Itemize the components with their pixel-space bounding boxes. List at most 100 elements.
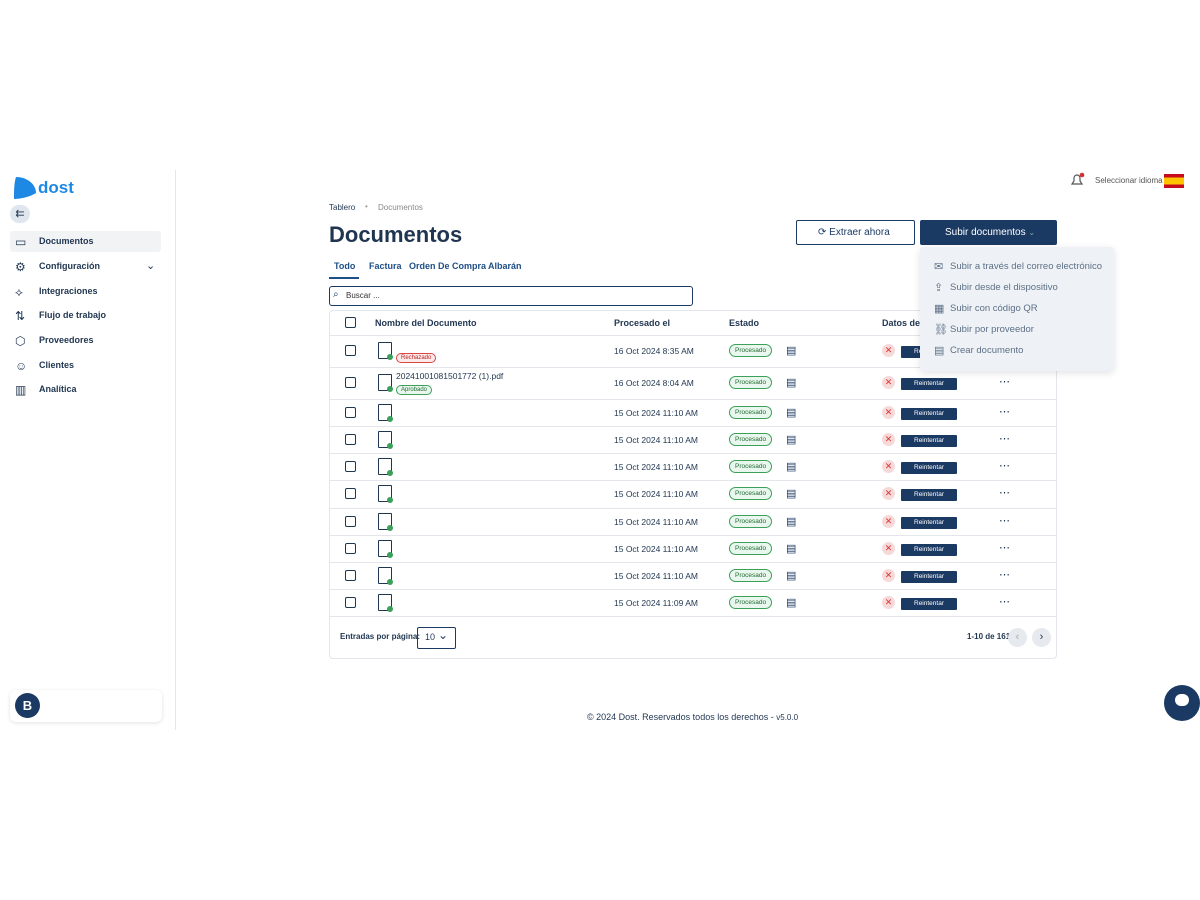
extract-text[interactable]: Extraer ahora bbox=[829, 227, 890, 238]
view-data-icon[interactable]: ▤ bbox=[786, 345, 797, 357]
select-all-checkbox[interactable] bbox=[345, 317, 356, 328]
view-data-icon[interactable]: ▤ bbox=[786, 488, 797, 500]
brand: dost bbox=[38, 178, 74, 197]
processed-date: 15 Oct 2024 11:10 AM bbox=[614, 489, 698, 499]
footer: © 2024 Dost. Reservados todos los derech… bbox=[587, 712, 798, 722]
document-name[interactable]: 20241001081501772 (1).pdf bbox=[396, 371, 504, 381]
status-pill: Procesado bbox=[729, 595, 773, 609]
error-icon: ✕ bbox=[882, 344, 895, 357]
view-data-icon[interactable]: ▤ bbox=[786, 377, 797, 389]
nav-item[interactable]: Configuración bbox=[39, 261, 100, 271]
page-size-select[interactable] bbox=[417, 627, 456, 649]
prev-page[interactable]: ‹ bbox=[1008, 628, 1027, 647]
row-checkbox[interactable] bbox=[345, 406, 356, 418]
status-pill: Procesado bbox=[729, 568, 773, 582]
row-checkbox[interactable] bbox=[345, 377, 356, 388]
row-checkbox[interactable] bbox=[345, 569, 356, 581]
view-data-icon[interactable]: ▤ bbox=[786, 433, 797, 446]
nav-item[interactable]: Integraciones bbox=[39, 286, 98, 296]
menu-item[interactable]: Subir desde el dispositivo bbox=[950, 282, 1058, 293]
row-divider bbox=[330, 335, 1056, 336]
document-tag: Aprobado bbox=[396, 385, 433, 395]
row-menu[interactable]: ⋯ bbox=[999, 541, 1010, 554]
row-checkbox[interactable] bbox=[345, 515, 356, 527]
row-checkbox[interactable] bbox=[345, 542, 356, 554]
flag-es[interactable] bbox=[1164, 174, 1184, 188]
tab[interactable]: Factura bbox=[369, 261, 402, 271]
retry-button[interactable]: Reintentar bbox=[901, 570, 957, 583]
row-divider bbox=[330, 589, 1056, 590]
error-icon: ✕ bbox=[882, 459, 895, 473]
tab[interactable]: Orden De Compra bbox=[409, 261, 487, 271]
search-placeholder[interactable]: Buscar ... bbox=[346, 291, 380, 300]
page-range: 1-10 de 161 bbox=[967, 632, 1011, 641]
row-menu[interactable]: ⋯ bbox=[999, 405, 1010, 418]
tab[interactable]: Albarán bbox=[488, 261, 522, 271]
language-selector[interactable]: Seleccionar idioma bbox=[1095, 176, 1163, 185]
nav-item[interactable]: Proveedores bbox=[39, 335, 94, 345]
view-data-icon[interactable]: ▤ bbox=[786, 515, 797, 528]
upload-menu bbox=[920, 247, 1114, 371]
row-checkbox[interactable] bbox=[345, 460, 356, 472]
row-menu[interactable]: ⋯ bbox=[999, 568, 1010, 581]
row-menu[interactable]: ⋯ bbox=[999, 459, 1010, 472]
nav-item[interactable]: Documentos bbox=[39, 236, 94, 246]
nav-icon: ⬡ bbox=[15, 334, 26, 348]
menu-item[interactable]: Subir a través del correo electrónico bbox=[950, 261, 1103, 272]
retry-button[interactable]: Reintentar bbox=[901, 489, 957, 501]
processed-date: 15 Oct 2024 11:10 AM bbox=[614, 570, 698, 581]
breadcrumb-link[interactable]: Tablero bbox=[329, 203, 356, 212]
collapse-button[interactable]: ⇇ bbox=[10, 205, 30, 223]
processed-date: 15 Oct 2024 11:09 AM bbox=[614, 597, 698, 608]
row-menu[interactable]: ⋯ bbox=[999, 376, 1010, 388]
extract-button-label[interactable]: ⟳ Extraer ahora bbox=[818, 227, 890, 238]
view-data-icon[interactable]: ▤ bbox=[786, 569, 797, 582]
extract-button[interactable] bbox=[796, 220, 915, 245]
row-checkbox[interactable] bbox=[345, 345, 356, 356]
retry-button[interactable]: Reintentar bbox=[901, 597, 957, 610]
upload-text[interactable]: Subir documentos bbox=[945, 227, 1026, 238]
page-size-value[interactable]: 10 bbox=[425, 632, 436, 642]
row-menu[interactable]: ⋯ bbox=[999, 595, 1010, 608]
view-data-icon[interactable]: ▤ bbox=[786, 596, 797, 609]
retry-button[interactable]: Reintentar bbox=[901, 378, 957, 390]
nav-icon: ☺ bbox=[15, 359, 28, 373]
upload-button[interactable] bbox=[920, 220, 1057, 245]
search-icon: ⌕ bbox=[333, 289, 339, 300]
search-box[interactable] bbox=[329, 286, 693, 306]
column-header: Estado bbox=[729, 318, 760, 328]
upload-button-label[interactable]: Subir documentos ⌄ bbox=[945, 227, 1036, 238]
pdf-icon bbox=[378, 485, 392, 502]
nav-item[interactable]: Flujo de trabajo bbox=[39, 310, 107, 320]
row-checkbox[interactable] bbox=[345, 433, 356, 445]
retry-button[interactable]: Reintentar bbox=[901, 516, 957, 529]
tab[interactable]: Todo bbox=[334, 261, 356, 271]
retry-button[interactable]: Reintentar bbox=[901, 407, 957, 420]
pdf-badge bbox=[387, 497, 393, 503]
pdf-icon bbox=[378, 566, 392, 584]
retry-button[interactable]: Reintentar bbox=[901, 461, 957, 474]
view-data-icon[interactable]: ▤ bbox=[786, 406, 797, 419]
menu-item[interactable]: Subir por proveedor bbox=[950, 324, 1034, 335]
nav-icon: ▭ bbox=[15, 235, 27, 249]
row-checkbox[interactable] bbox=[345, 596, 356, 608]
view-data-icon[interactable]: ▤ bbox=[786, 460, 797, 473]
next-page[interactable]: › bbox=[1032, 628, 1051, 647]
menu-item[interactable]: Subir con código QR bbox=[950, 303, 1038, 314]
pdf-icon bbox=[378, 430, 392, 448]
breadcrumb-sep: • bbox=[365, 202, 368, 211]
error-icon: ✕ bbox=[882, 405, 895, 419]
row-menu[interactable]: ⋯ bbox=[999, 487, 1010, 499]
view-data-icon[interactable]: ▤ bbox=[786, 542, 797, 555]
retry-button[interactable]: Reintentar bbox=[901, 434, 957, 447]
menu-item[interactable]: Crear documento bbox=[950, 345, 1024, 356]
row-menu[interactable]: ⋯ bbox=[999, 432, 1010, 445]
notification-bell[interactable] bbox=[1069, 172, 1085, 188]
nav-item[interactable]: Clientes bbox=[39, 360, 75, 370]
row-checkbox[interactable] bbox=[345, 488, 356, 499]
nav-item[interactable]: Analítica bbox=[39, 384, 77, 394]
retry-button[interactable]: Reintentar bbox=[901, 543, 957, 556]
version: v5.0.0 bbox=[776, 713, 799, 722]
row-menu[interactable]: ⋯ bbox=[999, 514, 1010, 527]
pdf-icon bbox=[378, 593, 392, 611]
